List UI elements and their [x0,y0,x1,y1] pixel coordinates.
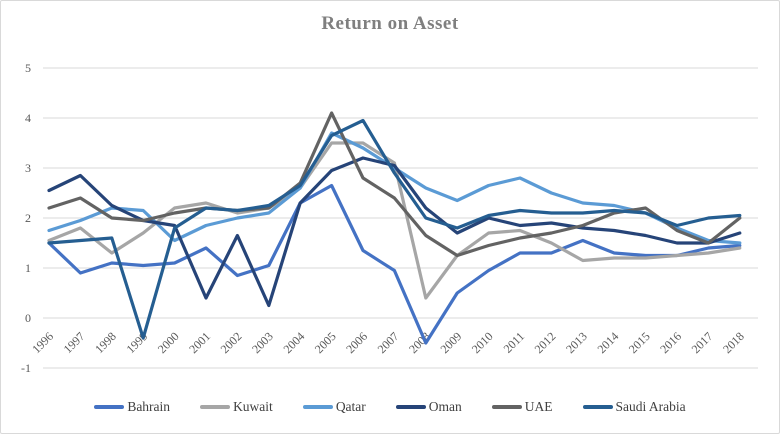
x-axis-tick-label: 2011 [501,329,528,356]
y-axis-tick-label: -1 [21,361,31,375]
y-axis-tick-label: 5 [25,61,31,75]
x-axis-tick-label: 2018 [720,329,747,356]
x-axis-tick-label: 1998 [92,329,119,356]
x-axis-tick-label: 1996 [29,329,56,356]
x-axis-tick-label: 2014 [594,329,621,356]
x-axis-tick-label: 2000 [155,329,182,356]
x-axis-tick-label: 2009 [437,329,464,356]
legend-label: Kuwait [233,399,273,414]
y-axis-tick-label: 3 [25,161,31,175]
legend-label: Saudi Arabia [615,399,686,414]
legend-line-marker [200,405,231,409]
x-axis-tick-label: 2016 [657,329,684,356]
legend-line-marker [582,405,613,409]
x-axis-tick-label: 2001 [186,329,213,356]
y-axis-tick-label: 1 [25,261,31,275]
legend-label: Oman [428,399,462,414]
x-axis-tick-label: 2013 [563,329,590,356]
x-axis-tick-label: 2012 [532,329,559,356]
legend-item-kuwait[interactable]: Kuwait [200,399,273,415]
x-axis-tick-label: 2006 [343,329,370,356]
series-line-saudi-arabia[interactable] [47,118,742,340]
x-axis-tick-label: 2003 [249,329,276,356]
legend-label: Bahrain [127,399,171,414]
legend-item-uae[interactable]: UAE [491,399,553,415]
y-axis-tick-label: 4 [25,111,31,125]
legend-item-bahrain[interactable]: Bahrain [94,399,170,415]
x-axis-tick-label: 1997 [61,329,88,356]
x-axis-tick-label: 2017 [689,329,716,356]
legend-item-qatar[interactable]: Qatar [302,399,366,415]
y-axis-tick-label: 0 [25,311,31,325]
x-axis-tick-label: 2010 [469,329,496,356]
x-axis-tick-label: 1999 [123,329,150,356]
x-axis-tick-label: 2005 [312,329,339,356]
legend-line-marker [302,405,333,409]
legend-line-marker [491,405,522,409]
legend-label: Qatar [335,399,366,414]
x-axis-tick-label: 2008 [406,329,433,356]
legend-line-marker [395,405,426,409]
legend-item-oman[interactable]: Oman [395,399,462,415]
x-axis-tick-label: 2002 [218,329,245,356]
x-axis-tick-label: 2007 [375,329,402,356]
x-axis-tick-label: 2015 [626,329,653,356]
legend-item-saudi-arabia[interactable]: Saudi Arabia [582,399,686,415]
x-axis-tick-label: 2004 [280,329,307,356]
series-line-oman[interactable] [47,156,742,308]
legend-label: UAE [524,399,553,414]
legend: Bahrain Kuwait Qatar Oman UAE Saudi Arabia [1,399,779,415]
y-axis-tick-label: 2 [25,211,31,225]
chart-title: Return on Asset [321,13,459,34]
legend-line-marker [94,405,125,409]
